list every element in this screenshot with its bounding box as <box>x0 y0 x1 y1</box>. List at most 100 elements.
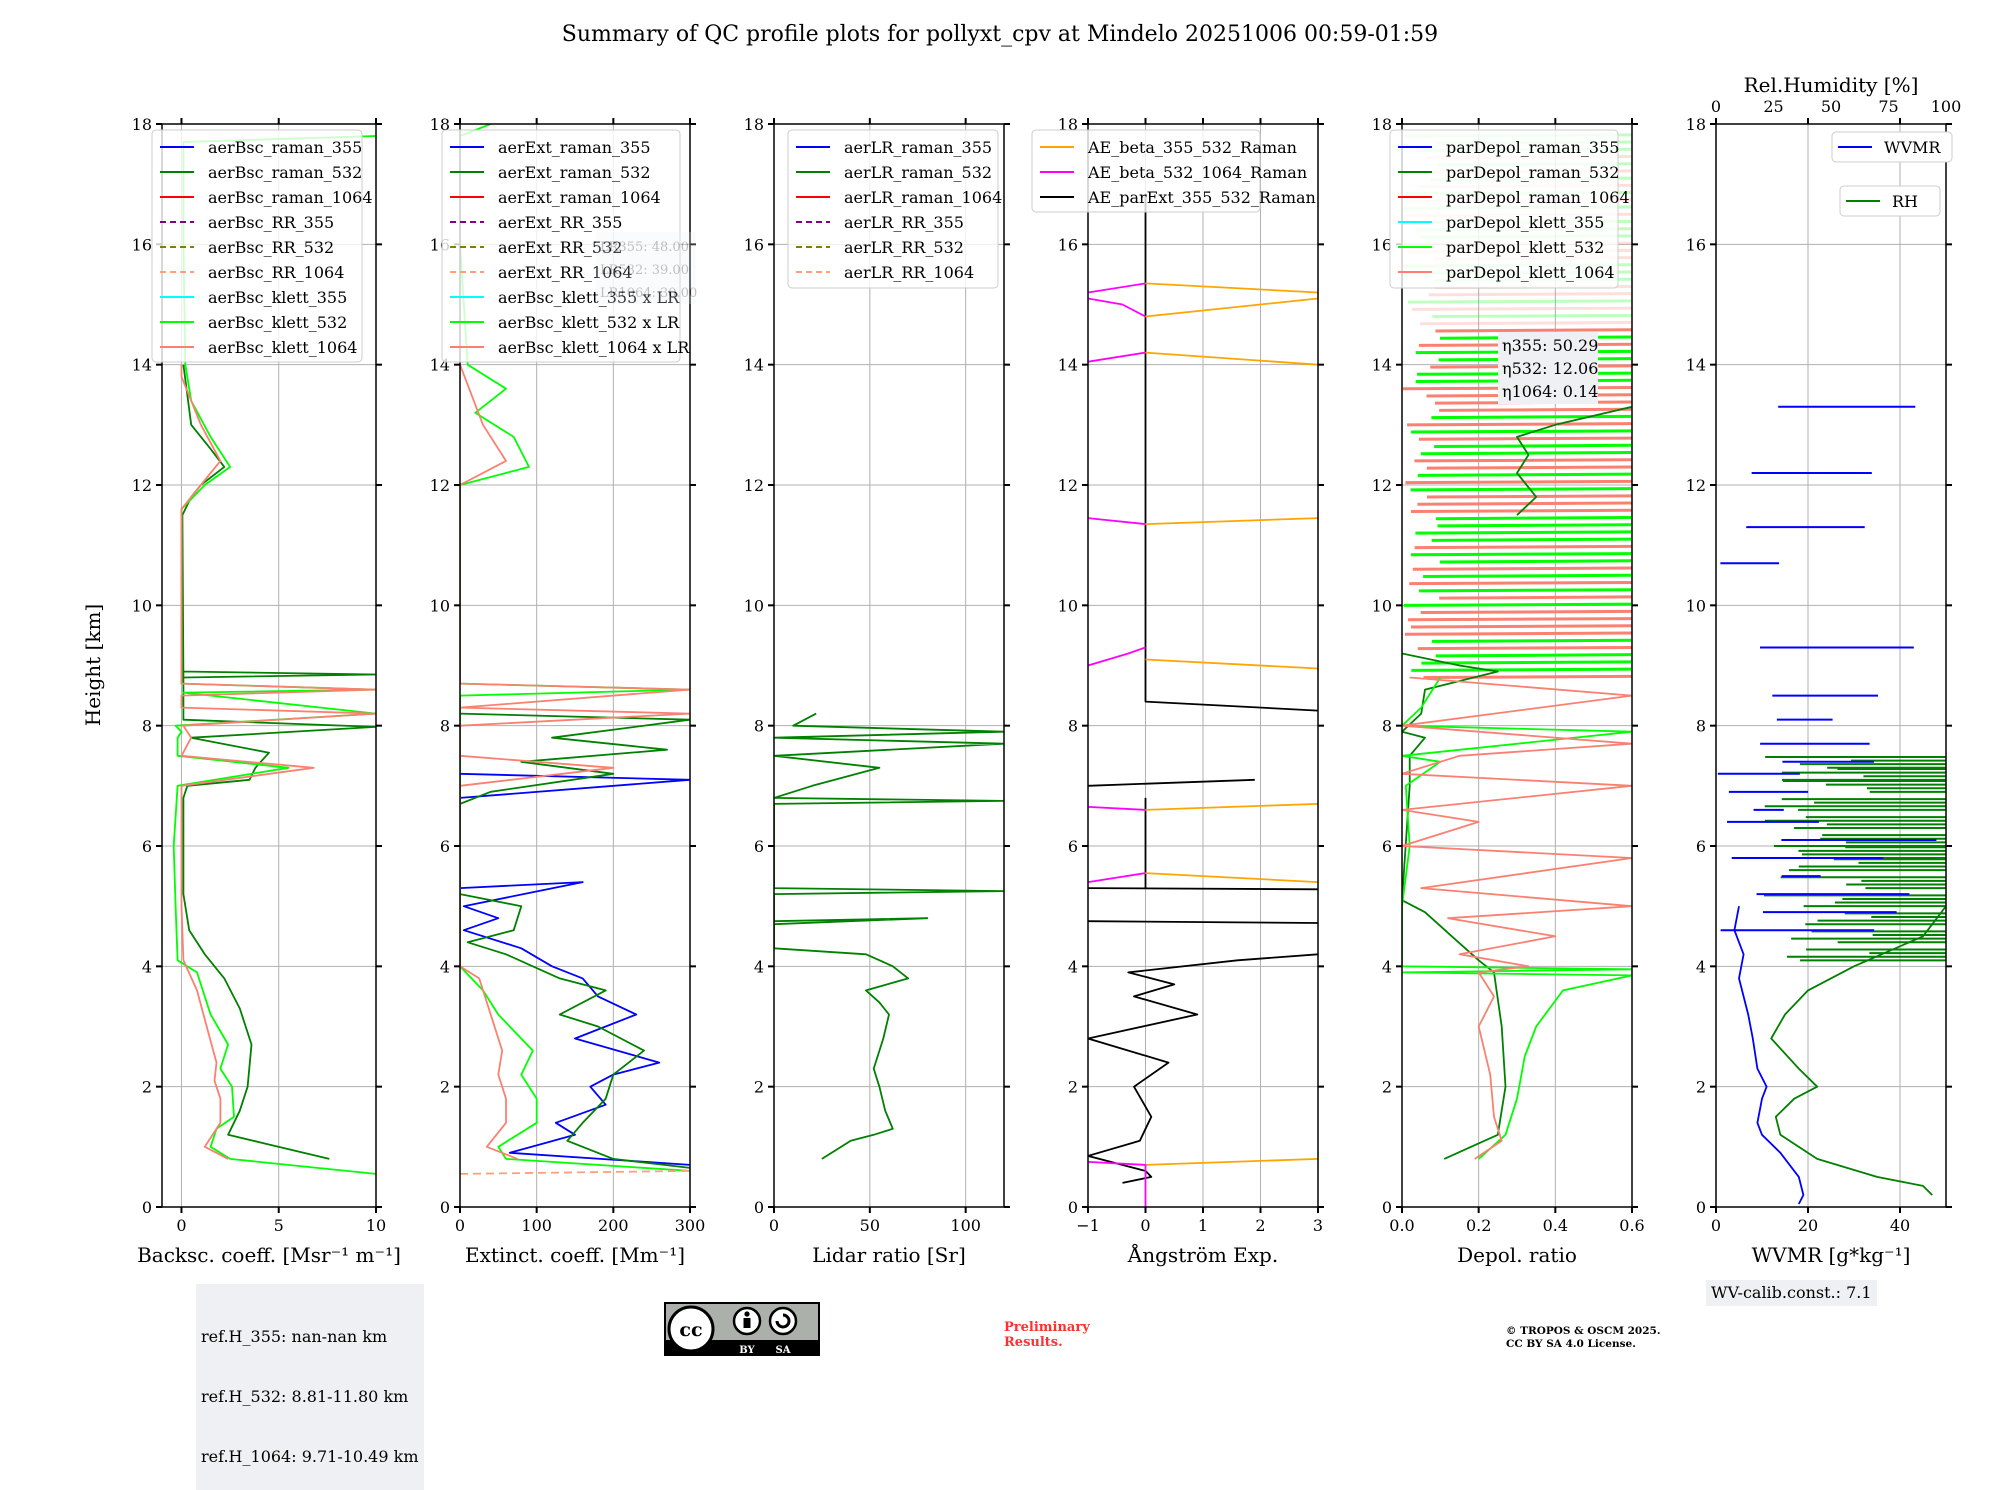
depol-noise-segment <box>1428 292 1632 297</box>
y-tick-label: 0 <box>754 1198 764 1217</box>
depol-noise-segment <box>1405 479 1632 485</box>
depol-noise-segment <box>1439 407 1632 412</box>
series-parDepol_klett_532 <box>1402 677 1632 1160</box>
legend: AE_beta_355_532_Raman AE_beta_532_1064_Ra… <box>1031 129 1316 213</box>
y-tick-label: 8 <box>1068 717 1078 736</box>
depol-noise-segment <box>1426 465 1632 470</box>
series-RH <box>1770 905 1946 1196</box>
y-tick-label: 4 <box>1696 957 1706 976</box>
svg-text:SA: SA <box>776 1345 791 1356</box>
copyright-note: © TROPOS & OSCM 2025. CC BY SA 4.0 Licen… <box>1506 1325 1661 1350</box>
top-x-tick-label: 50 <box>1821 97 1841 116</box>
legend-box <box>151 129 363 363</box>
legend-label: aerBsc_raman_532 <box>208 163 362 182</box>
depol-noise-segment <box>1407 422 1632 427</box>
annotation-line: η532: 12.06 <box>1502 359 1598 378</box>
depol-noise-segment <box>1411 624 1632 629</box>
series-AE_beta_532_1064_Raman_b <box>1088 872 1146 883</box>
y-tick-label: 8 <box>142 717 152 736</box>
legend-box <box>1839 185 1941 217</box>
legend-label: aerExt_raman_355 <box>498 138 651 157</box>
legend: WVMR RH <box>1831 131 1953 217</box>
series-aerBsc_klett_1064 <box>180 364 376 1160</box>
y-tick-label: 2 <box>1382 1078 1392 1097</box>
annotation-line: LR1064: 30.00 <box>600 286 697 301</box>
depol-noise-segment <box>1417 645 1632 651</box>
legend-label: aerLR_RR_1064 <box>844 263 974 282</box>
depol-noise-segment <box>1403 602 1632 607</box>
x-tick-label: 0.4 <box>1543 1216 1568 1235</box>
legend-label: parDepol_raman_1064 <box>1446 188 1630 207</box>
x-axis-label: Ångström Exp. <box>1127 1242 1278 1267</box>
legend-label: parDepol_klett_355 <box>1446 213 1604 232</box>
series-AE_beta_355_532_Raman_b <box>1145 872 1318 883</box>
annotation-bg <box>1498 332 1598 404</box>
y-tick-label: 16 <box>744 235 764 254</box>
axes-frame <box>773 123 1005 1208</box>
panel-depolarization: 0.0 0.2 0.4 0.6 0 2 4 6 8 10 12 14 16 18 Depol. ratio p… <box>1372 115 1645 1267</box>
y-axis-label: Height [km] <box>81 604 105 726</box>
depol-noise-segment <box>1431 638 1632 643</box>
y-tick-label: 2 <box>142 1078 152 1097</box>
series-aerBsc_klett_532 x LR <box>460 124 690 1172</box>
depol-noise-segment <box>1423 674 1632 680</box>
y-tick-label: 14 <box>1058 356 1078 375</box>
series-AE_beta_532_1064_Raman_f <box>1088 351 1146 363</box>
svg-text:BY: BY <box>739 1345 755 1356</box>
legend-box <box>787 129 999 289</box>
depol-noise-segment <box>1435 328 1632 333</box>
legend-label: aerBsc_klett_355 <box>208 288 347 307</box>
depol-noise-segment <box>1414 544 1632 550</box>
series-AE_parExt_hi2 <box>1088 887 1318 891</box>
series-AE_parExt_mid <box>1088 778 1255 787</box>
y-tick-label: 10 <box>430 596 450 615</box>
legend-label: parDepol_klett_532 <box>1446 238 1604 257</box>
y-tick-label: 8 <box>440 717 450 736</box>
depol-noise-segment <box>1411 667 1632 672</box>
x-tick-label: 40 <box>1890 1216 1910 1235</box>
legend-label: RH <box>1892 192 1918 211</box>
series-AE_beta_355_532_Raman_h <box>1145 282 1318 294</box>
y-tick-label: 2 <box>754 1078 764 1097</box>
series-AE_beta_355_532_Raman <box>1145 1158 1318 1166</box>
y-tick-label: 18 <box>132 115 152 134</box>
legend-label: aerExt_raman_1064 <box>498 188 661 207</box>
y-tick-label: 16 <box>1686 235 1706 254</box>
series-AE_beta_532_1064_Raman_g <box>1088 297 1146 318</box>
depol-noise-segment <box>1439 559 1632 564</box>
depol-noise-segment <box>1435 515 1632 521</box>
y-tick-label: 10 <box>132 596 152 615</box>
legend-label: parDepol_raman_532 <box>1446 163 1619 182</box>
depol-noise-segment <box>1427 494 1632 499</box>
y-tick-label: 4 <box>440 957 450 976</box>
legend-label: aerLR_raman_532 <box>844 163 992 182</box>
depol-noise-segment <box>1431 414 1632 420</box>
ref-height-532: ref.H_532: 8.81-11.80 km <box>201 1387 409 1406</box>
x-axis-label: WVMR [g*kg⁻¹] <box>1752 1243 1911 1267</box>
legend-label: aerBsc_raman_355 <box>208 138 362 157</box>
y-tick-label: 12 <box>1372 476 1392 495</box>
top-x-tick-label: 0 <box>1711 97 1721 116</box>
cc-logo-icon: cc BY SA <box>664 1302 820 1356</box>
y-tick-label: 4 <box>754 957 764 976</box>
legend-label: parDepol_raman_355 <box>1446 138 1619 157</box>
y-tick-label: 12 <box>132 476 152 495</box>
series-aerExt_RR_1064 <box>460 1170 690 1175</box>
plot-area <box>1088 196 1318 1207</box>
legend-box <box>1031 129 1261 213</box>
depol-noise-segment <box>1412 566 1632 571</box>
depol-noise-segment <box>1439 595 1632 600</box>
depol-noise-segment <box>1435 653 1632 658</box>
y-tick-label: 18 <box>1058 115 1078 134</box>
series-aerExt_raman_355 <box>460 772 690 1166</box>
series-AE_parExt_355_532_Raman <box>1088 953 1318 1184</box>
y-tick-label: 18 <box>1372 115 1392 134</box>
legend-label: aerLR_raman_1064 <box>844 188 1002 207</box>
legend: aerBsc_raman_355 aerBsc_raman_532 aerBsc_r… <box>151 129 373 363</box>
x-tick-label: 300 <box>675 1216 706 1235</box>
depol-noise-segment <box>1423 573 1632 578</box>
legend-label: aerBsc_klett_532 <box>208 313 347 332</box>
x-tick-label: 0 <box>1140 1216 1150 1235</box>
x-axis-label: Backsc. coeff. [Msr⁻¹ m⁻¹] <box>137 1243 401 1267</box>
series-aerLR_raman_532 <box>774 712 1004 1160</box>
